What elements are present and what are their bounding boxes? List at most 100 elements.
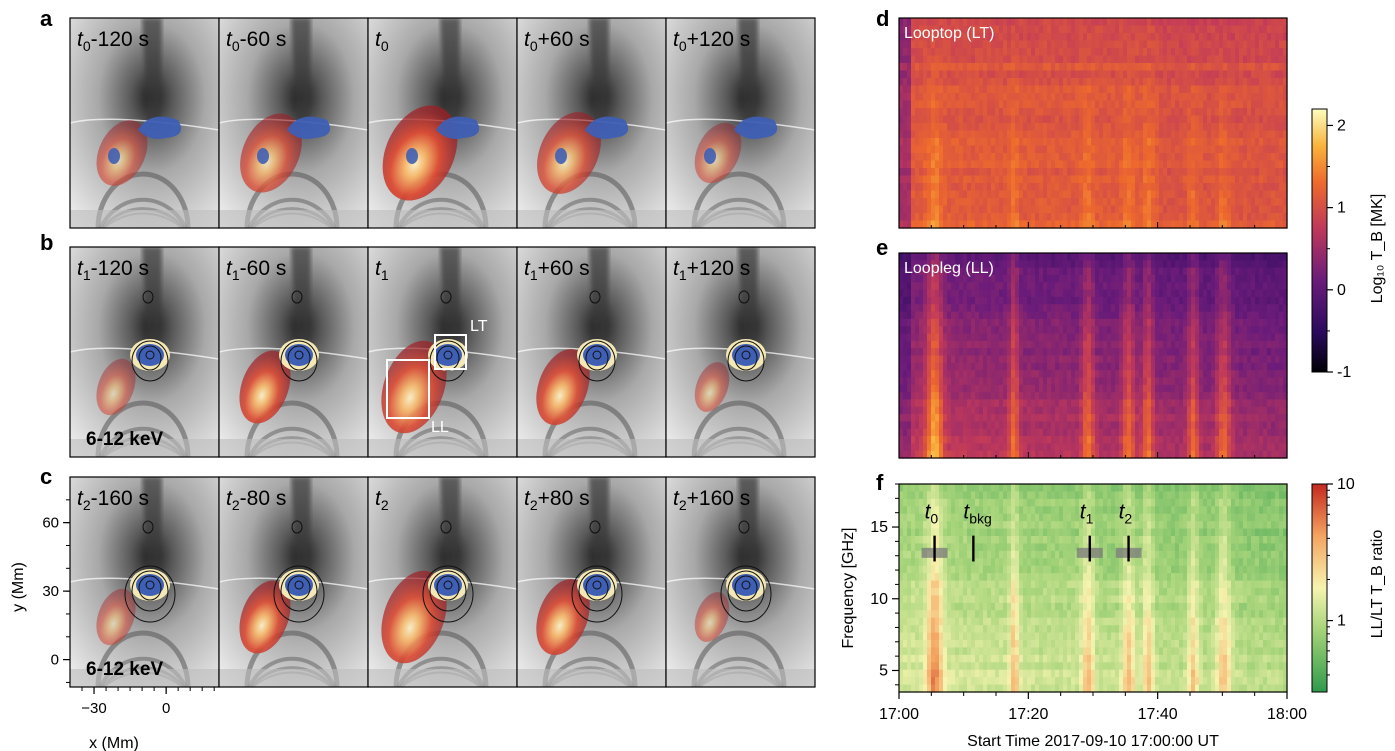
spectrogram-cell [947, 267, 952, 276]
spectrogram-cell [1135, 160, 1140, 169]
spectrogram-cell [1115, 213, 1120, 222]
spectrogram-cell [1063, 304, 1068, 313]
spectrogram-cell [975, 130, 980, 139]
spectrogram-cell [1147, 289, 1152, 298]
spectrogram-cell [1015, 70, 1020, 79]
spectrogram-cell [1031, 392, 1036, 401]
spectrogram-cell [999, 355, 1004, 364]
spectrogram-cell [1131, 18, 1136, 27]
spectrogram-cell [1151, 362, 1156, 371]
spectrogram-cell [907, 213, 912, 222]
spectrogram-cell [939, 190, 944, 199]
spectrogram-cell [1211, 123, 1216, 132]
spectrogram-cell [1011, 115, 1016, 124]
spectrogram-cell [1063, 145, 1068, 154]
spectrogram-cell [1183, 130, 1188, 139]
spectrogram-cell [1191, 108, 1196, 117]
spectrogram-cell [1023, 267, 1028, 276]
spectrogram-cell [1043, 392, 1048, 401]
spectrogram-cell [1079, 267, 1084, 276]
spectrogram-cell [1135, 190, 1140, 199]
spectrogram-cell [1207, 183, 1212, 192]
spectrogram-cell [1119, 183, 1124, 192]
spectrogram-cell [1175, 421, 1180, 430]
spectrogram-cell [975, 160, 980, 169]
spectrogram-cell [947, 48, 952, 57]
spectrogram-cell [1147, 296, 1152, 305]
spectrogram-cell [967, 414, 972, 422]
spectrogram-cell [1191, 190, 1196, 199]
spectrogram-cell [959, 70, 964, 79]
spectrogram-cell [1163, 85, 1168, 94]
spectrogram-cell [915, 63, 920, 72]
spectrogram-cell [1095, 340, 1100, 349]
spectrogram-cell [1039, 421, 1044, 430]
spectrogram-cell [939, 370, 944, 379]
spectrogram-cell [1123, 436, 1128, 444]
spectrogram-cell [1023, 108, 1028, 117]
spectrogram-cell [1015, 33, 1020, 42]
spectrogram-cell [1147, 428, 1152, 437]
spectrogram-cell [1075, 392, 1080, 401]
spectrogram-cell [923, 63, 928, 72]
spectrogram-cell [1131, 25, 1136, 34]
spectrogram-cell [919, 63, 924, 72]
spectrogram-cell [1083, 333, 1088, 342]
xray-contour [273, 565, 325, 623]
spectrogram-cell [1163, 205, 1168, 214]
spectrogram-cell [1235, 40, 1240, 49]
spectrogram-cell [951, 384, 956, 393]
spectrogram-cell [999, 55, 1004, 64]
spectrogram-cell [1019, 138, 1024, 147]
spectrogram-cell [1251, 25, 1256, 34]
spectrogram-cell [1099, 443, 1104, 452]
spectrogram-cell [987, 220, 992, 229]
spectrogram-cell [927, 362, 932, 371]
spectrogram-cell [1183, 33, 1188, 42]
spectrogram-cell [1103, 78, 1108, 87]
spectrogram-cell [1119, 33, 1124, 42]
spectrogram-cell [975, 138, 980, 147]
spectrogram-cell [999, 115, 1004, 124]
spectrogram-cell [987, 355, 992, 364]
spectrogram-cell [1023, 190, 1028, 199]
spectrogram-cell [1015, 190, 1020, 199]
spectrogram-cell [1099, 384, 1104, 393]
spectrogram-cell [1147, 260, 1152, 269]
spectrogram-cell [1163, 428, 1168, 437]
spectrogram-cell [1195, 48, 1200, 57]
spectrogram-cell [1039, 183, 1044, 192]
spectrogram-cell [1035, 175, 1040, 184]
spectrogram-cell [899, 392, 904, 401]
spectrogram-cell [1279, 70, 1284, 79]
spectrogram-cell [1183, 115, 1188, 124]
spectrogram-cell [999, 340, 1004, 349]
spectrogram-cell [1187, 123, 1192, 132]
spectrogram-cell [1171, 253, 1176, 261]
spectrogram-cell [1163, 175, 1168, 184]
spectrogram-cell [1067, 362, 1072, 371]
spectrogram-cell [1167, 370, 1172, 379]
spectrogram-cell [955, 443, 960, 452]
spectrogram-cell [1075, 384, 1080, 393]
spectrogram-cell [1255, 93, 1260, 102]
spectrogram-cell [1079, 145, 1084, 154]
spectrogram-cell [1023, 282, 1028, 291]
spectrogram-cell [911, 205, 916, 214]
spectrogram-cell [987, 399, 992, 408]
spectrogram-cell [1283, 70, 1288, 79]
spectrogram-cell [1195, 33, 1200, 42]
spectrogram-cell [983, 392, 988, 401]
spectrogram-cell [963, 63, 968, 72]
spectrogram-cell [1027, 392, 1032, 401]
spectrogram-cell [1067, 340, 1072, 349]
spectrogram-cell [979, 145, 984, 154]
spectrogram-cell [1207, 85, 1212, 94]
spectrogram-cell [1075, 70, 1080, 79]
spectrogram-cell [991, 304, 996, 313]
spectrogram-cell [1051, 213, 1056, 222]
spectrogram-cell [903, 220, 908, 229]
spectrogram-cell [967, 100, 972, 109]
spectrogram-cell [927, 198, 932, 207]
spectrogram-cell [1235, 55, 1240, 64]
